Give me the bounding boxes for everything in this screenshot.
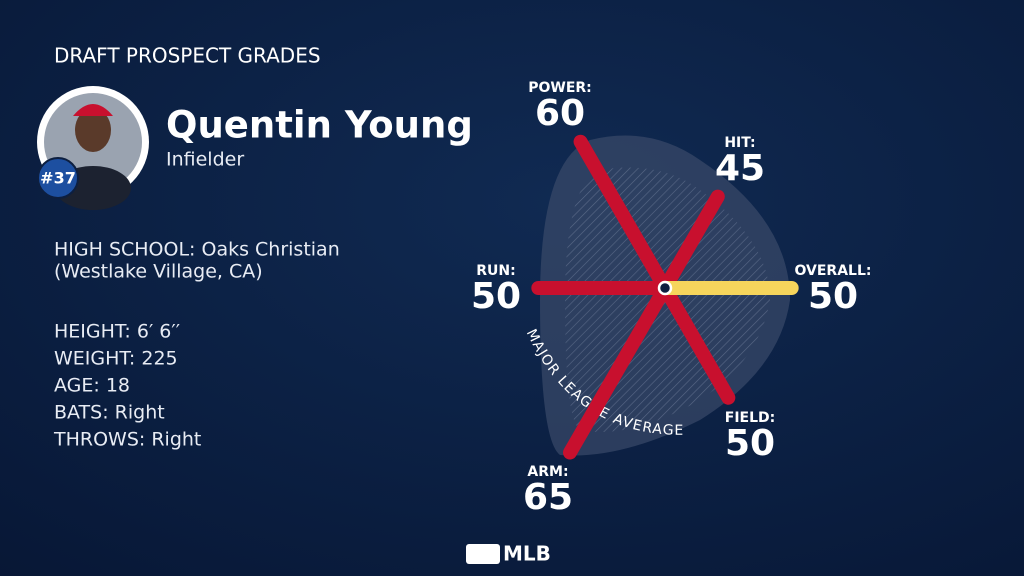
grade-value: 50 xyxy=(471,276,521,317)
grade-label: HIT: xyxy=(724,135,755,151)
grade-value: 50 xyxy=(808,276,858,317)
grade-value: 50 xyxy=(725,423,775,464)
title: DRAFT PROSPECT GRADES xyxy=(54,44,321,68)
spoke xyxy=(658,281,736,405)
grade-label: FIELD: xyxy=(725,410,775,426)
grade-value: 45 xyxy=(715,148,765,189)
grade-value: 60 xyxy=(535,93,585,134)
player-number: #37 xyxy=(40,169,76,188)
stat: WEIGHT: 225 xyxy=(54,348,178,370)
stats: HEIGHT: 6′ 6′′ WEIGHT: 225 AGE: 18 BATS: Ri… xyxy=(53,321,201,451)
spoke xyxy=(573,134,672,295)
spoke xyxy=(563,281,672,460)
grade-label: RUN: xyxy=(476,263,515,279)
stat: BATS: Right xyxy=(54,402,165,424)
brand-text: MLB xyxy=(503,542,551,566)
grade-label: ARM: xyxy=(527,464,568,480)
grade-value: 65 xyxy=(523,477,573,518)
spokes xyxy=(531,134,799,460)
center-dot xyxy=(657,280,673,296)
spoke xyxy=(658,189,725,295)
grade-label: OVERALL: xyxy=(795,263,872,279)
grade-label: POWER: xyxy=(528,80,592,96)
brand: MLB xyxy=(466,542,551,566)
stat: HEIGHT: 6′ 6′′ xyxy=(54,321,180,343)
stat: AGE: 18 xyxy=(54,375,130,397)
school-location: (Westlake Village, CA) xyxy=(54,261,263,283)
number-badge xyxy=(37,157,79,199)
player-name: Quentin Young xyxy=(166,104,473,147)
school: HIGH SCHOOL: Oaks Christian xyxy=(54,239,340,261)
stat: THROWS: Right xyxy=(53,429,201,451)
player-position: Infielder xyxy=(166,149,244,171)
